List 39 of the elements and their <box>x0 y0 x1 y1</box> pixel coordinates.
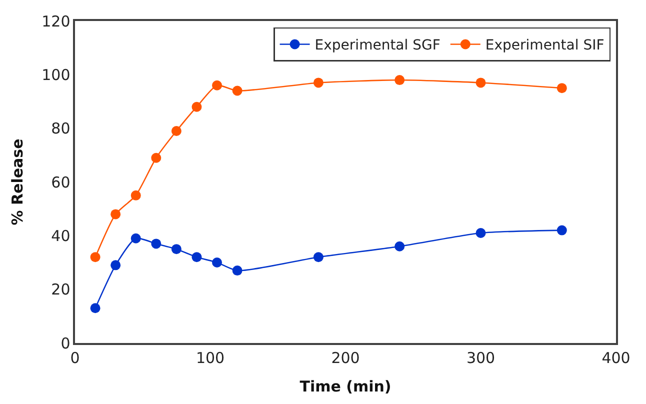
point <box>313 78 324 88</box>
x-axis-title: Time (min) <box>300 377 392 396</box>
point <box>313 252 324 262</box>
point <box>171 244 182 254</box>
point <box>394 75 405 86</box>
point <box>171 126 182 136</box>
y-tick-label: 60 <box>51 173 70 192</box>
x-tick-label: 300 <box>466 348 496 367</box>
x-tick-label: 200 <box>331 348 360 367</box>
y-tick-label: 100 <box>42 66 70 84</box>
point <box>90 303 100 314</box>
point <box>394 241 405 252</box>
point <box>130 190 141 200</box>
point <box>130 233 141 244</box>
point <box>90 252 100 262</box>
y-tick-label: 0 <box>60 334 70 352</box>
y-axis-title: % Release <box>8 138 26 226</box>
y-tick-label: 40 <box>51 226 70 245</box>
point <box>476 78 486 88</box>
y-tick-label: 80 <box>51 120 70 138</box>
point <box>556 83 567 94</box>
point <box>151 152 162 163</box>
point <box>192 252 202 262</box>
point <box>151 238 162 249</box>
point <box>232 266 242 276</box>
point <box>556 225 567 236</box>
point <box>192 102 202 112</box>
legend-label: Experimental SIF <box>485 38 604 54</box>
point <box>212 80 222 90</box>
legend-label: Experimental SGF <box>314 38 440 54</box>
y-tick-label: 20 <box>51 280 70 299</box>
x-tick-label: 400 <box>602 348 630 367</box>
point <box>110 209 121 220</box>
point <box>212 258 222 268</box>
y-tick-label: 120 <box>42 12 70 30</box>
point <box>110 260 121 270</box>
x-tick-label: 100 <box>196 348 225 367</box>
point <box>476 228 486 238</box>
point <box>232 86 242 96</box>
